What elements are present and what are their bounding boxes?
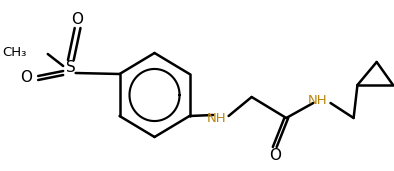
Text: O: O (269, 148, 281, 162)
Text: O: O (72, 12, 84, 28)
Text: S: S (66, 61, 76, 76)
Text: CH₃: CH₃ (2, 45, 27, 58)
Text: O: O (20, 70, 33, 86)
Text: NH: NH (308, 94, 328, 107)
Text: NH: NH (207, 111, 227, 124)
